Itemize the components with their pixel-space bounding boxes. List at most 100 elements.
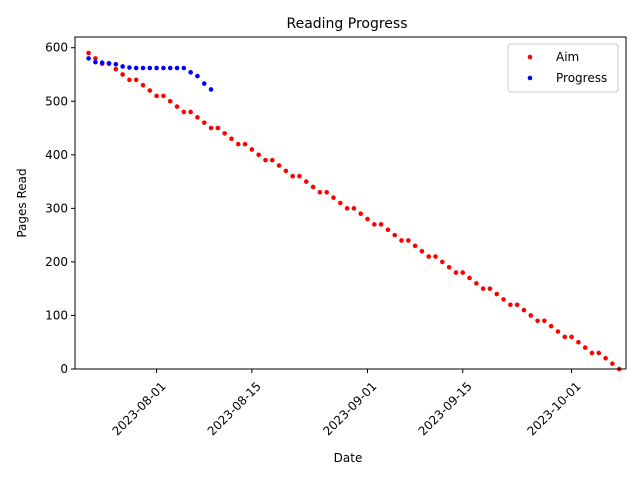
y-tick-label: 500 bbox=[45, 94, 68, 108]
aim-point bbox=[195, 115, 200, 120]
aim-point bbox=[113, 66, 119, 72]
aim-point bbox=[181, 109, 187, 115]
aim-point bbox=[297, 173, 302, 179]
aim-point bbox=[419, 248, 425, 254]
aim-point bbox=[324, 189, 329, 195]
aim-point bbox=[589, 350, 595, 356]
legend-marker-aim bbox=[527, 54, 533, 60]
aim-point bbox=[358, 211, 364, 217]
aim-point bbox=[120, 72, 125, 77]
aim-point bbox=[576, 339, 581, 345]
aim-point bbox=[487, 286, 493, 291]
progress-point bbox=[106, 60, 112, 66]
aim-point bbox=[474, 281, 479, 286]
aim-point bbox=[446, 264, 452, 270]
legend: Aim Progress bbox=[507, 43, 619, 93]
aim-point bbox=[385, 227, 391, 233]
aim-point bbox=[263, 157, 268, 163]
y-tick-label: 600 bbox=[45, 41, 68, 55]
aim-point bbox=[426, 254, 432, 259]
aim-point bbox=[569, 334, 574, 340]
plot-marks bbox=[86, 50, 622, 372]
aim-point bbox=[365, 216, 370, 222]
aim-point bbox=[378, 222, 384, 227]
aim-point bbox=[290, 173, 295, 179]
progress-point bbox=[188, 70, 193, 75]
progress-point bbox=[195, 73, 200, 79]
plot-frame bbox=[74, 36, 627, 370]
y-tick-label: 100 bbox=[45, 308, 68, 322]
progress-point bbox=[208, 87, 214, 92]
progress-point bbox=[133, 65, 139, 71]
progress-point bbox=[93, 59, 98, 65]
aim-point bbox=[603, 355, 608, 361]
aim-point bbox=[256, 152, 261, 158]
progress-point bbox=[127, 65, 132, 70]
aim-point bbox=[528, 313, 534, 318]
progress-point bbox=[113, 62, 119, 67]
aim-point bbox=[229, 136, 234, 142]
aim-point bbox=[521, 307, 527, 313]
legend-marker-progress bbox=[527, 75, 533, 81]
aim-point bbox=[215, 125, 221, 131]
progress-point bbox=[201, 81, 207, 86]
aim-point bbox=[392, 232, 398, 238]
y-tick-label: 200 bbox=[45, 255, 68, 269]
aim-point bbox=[154, 93, 159, 99]
progress-point bbox=[120, 64, 125, 69]
aim-point bbox=[555, 329, 561, 334]
aim-point bbox=[535, 318, 540, 324]
aim-point bbox=[501, 297, 506, 302]
chart-title: Reading Progress bbox=[286, 16, 407, 32]
legend-label-aim: Aim bbox=[556, 50, 579, 64]
aim-point bbox=[596, 350, 602, 356]
aim-point bbox=[127, 77, 132, 83]
progress-point bbox=[174, 65, 180, 71]
y-tick-label: 0 bbox=[60, 362, 68, 376]
aim-point bbox=[372, 222, 377, 227]
y-tick-label: 400 bbox=[45, 148, 68, 162]
aim-point bbox=[542, 318, 547, 324]
aim-point bbox=[548, 323, 554, 329]
aim-point bbox=[93, 56, 98, 61]
aim-point bbox=[317, 189, 323, 195]
aim-point bbox=[310, 184, 316, 190]
aim-point bbox=[514, 302, 520, 308]
progress-point bbox=[147, 65, 153, 71]
aim-point bbox=[86, 50, 91, 56]
aim-point bbox=[338, 200, 343, 206]
aim-point bbox=[351, 206, 357, 211]
aim-point bbox=[235, 141, 241, 147]
progress-point bbox=[161, 65, 166, 71]
aim-point bbox=[188, 109, 193, 115]
aim-point bbox=[167, 98, 173, 104]
progress-point bbox=[167, 65, 173, 71]
progress-point bbox=[86, 56, 91, 61]
aim-point bbox=[201, 120, 207, 125]
legend-label-progress: Progress bbox=[556, 71, 607, 85]
aim-point bbox=[433, 254, 438, 259]
aim-point bbox=[399, 238, 404, 243]
aim-point bbox=[174, 104, 180, 109]
progress-point bbox=[154, 65, 159, 71]
aim-point bbox=[508, 302, 513, 308]
y-tick-label: 300 bbox=[45, 201, 68, 215]
aim-point bbox=[562, 334, 568, 340]
aim-point bbox=[582, 345, 588, 350]
aim-point bbox=[140, 82, 146, 88]
aim-point bbox=[467, 275, 472, 281]
aim-point bbox=[249, 147, 255, 152]
aim-point bbox=[406, 238, 411, 243]
aim-point bbox=[133, 77, 139, 83]
aim-point bbox=[161, 93, 166, 99]
aim-point bbox=[147, 88, 153, 93]
aim-point bbox=[610, 361, 615, 366]
aim-point bbox=[208, 125, 214, 131]
x-axis-title: Date bbox=[334, 451, 363, 465]
aim-point bbox=[453, 270, 459, 275]
y-axis-title: Pages Read bbox=[15, 168, 29, 237]
aim-point bbox=[242, 141, 248, 147]
aim-point bbox=[480, 286, 486, 291]
aim-point bbox=[440, 259, 445, 265]
